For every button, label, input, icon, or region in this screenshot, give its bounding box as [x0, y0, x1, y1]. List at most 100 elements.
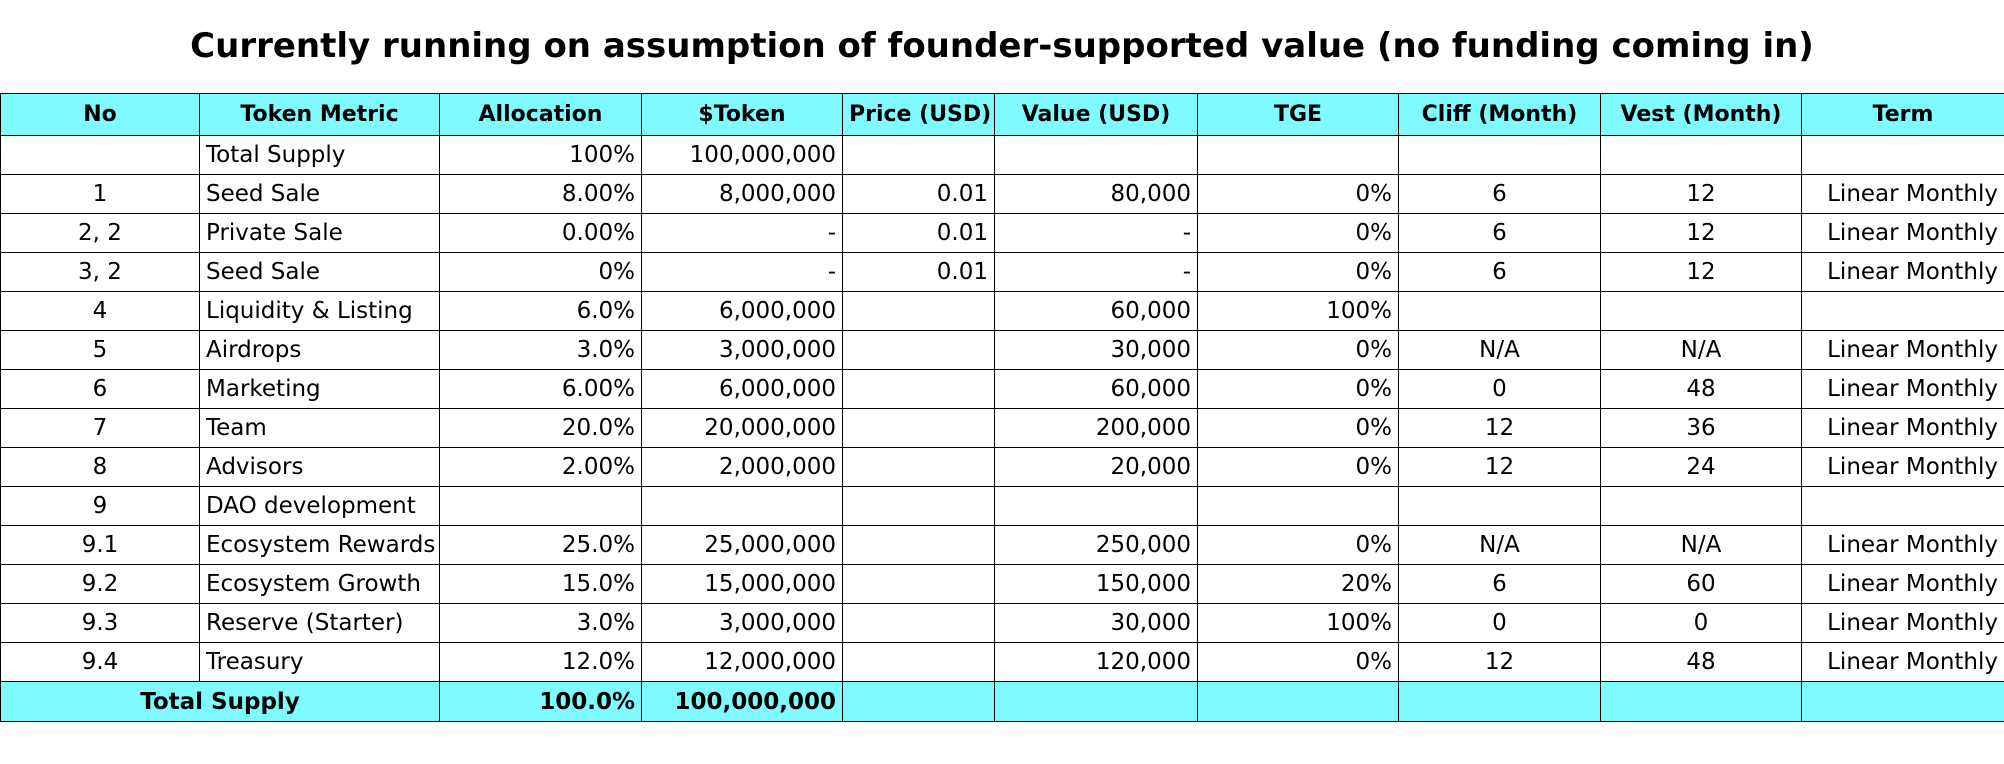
total-row: Total Supply 100.0% 100,000,000 — [0, 681, 2004, 722]
cell-term: Linear Monthly — [1801, 642, 2004, 682]
cell-price — [842, 330, 995, 370]
cell-token — [641, 486, 843, 526]
cell-token: 6,000,000 — [641, 369, 843, 409]
cell-tge: 0% — [1197, 408, 1399, 448]
cell-value: 200,000 — [994, 408, 1198, 448]
cell-no: 2, 2 — [0, 213, 200, 253]
cell-term — [1801, 135, 2004, 175]
cell-value: 60,000 — [994, 291, 1198, 331]
cell-cliff — [1398, 291, 1601, 331]
cell-price — [842, 135, 995, 175]
header-vest: Vest (Month) — [1600, 93, 1802, 136]
cell-no: 3, 2 — [0, 252, 200, 292]
cell-cliff — [1398, 135, 1601, 175]
cell-token-metric: Treasury — [199, 642, 440, 682]
header-token: $Token — [641, 93, 843, 136]
cell-allocation: 25.0% — [439, 525, 642, 565]
cell-term: Linear Monthly — [1801, 330, 2004, 370]
cell-vest — [1600, 486, 1802, 526]
cell-tge: 0% — [1197, 174, 1399, 214]
cell-value: 120,000 — [994, 642, 1198, 682]
cell-price — [842, 486, 995, 526]
cell-no: 4 — [0, 291, 200, 331]
cell-cliff: 6 — [1398, 564, 1601, 604]
cell-term: Linear Monthly — [1801, 174, 2004, 214]
cell-no — [0, 135, 200, 175]
cell-value: 30,000 — [994, 603, 1198, 643]
cell-token-metric: Airdrops — [199, 330, 440, 370]
header-row: No Token Metric Allocation $Token Price … — [0, 93, 2004, 136]
cell-token-metric: Seed Sale — [199, 252, 440, 292]
cell-token: 6,000,000 — [641, 291, 843, 331]
cell-term: Linear Monthly — [1801, 213, 2004, 253]
cell-token-metric: Private Sale — [199, 213, 440, 253]
table-row: 1 Seed Sale 8.00% 8,000,000 0.01 80,000 0% 6 12 L… — [0, 174, 2004, 214]
cell-cliff: N/A — [1398, 330, 1601, 370]
cell-price — [842, 291, 995, 331]
cell-token: 8,000,000 — [641, 174, 843, 214]
cell-term: Linear Monthly — [1801, 525, 2004, 565]
cell-token: - — [641, 252, 843, 292]
cell-tge: 0% — [1197, 369, 1399, 409]
total-vest — [1600, 681, 1802, 722]
cell-allocation: 20.0% — [439, 408, 642, 448]
total-value — [994, 681, 1198, 722]
cell-vest: 36 — [1600, 408, 1802, 448]
total-allocation: 100.0% — [439, 681, 642, 722]
cell-cliff: 6 — [1398, 174, 1601, 214]
cell-price — [842, 369, 995, 409]
cell-value: 60,000 — [994, 369, 1198, 409]
cell-term: Linear Monthly — [1801, 447, 2004, 487]
cell-term: Linear Monthly — [1801, 603, 2004, 643]
cell-allocation: 2.00% — [439, 447, 642, 487]
cell-token: 100,000,000 — [641, 135, 843, 175]
cell-vest: 0 — [1600, 603, 1802, 643]
cell-allocation: 3.0% — [439, 330, 642, 370]
cell-price: 0.01 — [842, 174, 995, 214]
table-row: 9.3 Reserve (Starter) 3.0% 3,000,000 30,000 1… — [0, 603, 2004, 643]
table-row: 6 Marketing 6.00% 6,000,000 60,000 0% 0 48 Linea… — [0, 369, 2004, 409]
cell-token-metric: DAO development — [199, 486, 440, 526]
cell-tge — [1197, 486, 1399, 526]
table-row: 9 DAO development — [0, 486, 2004, 526]
cell-token-metric: Total Supply — [199, 135, 440, 175]
cell-tge: 0% — [1197, 642, 1399, 682]
cell-value: 20,000 — [994, 447, 1198, 487]
cell-price — [842, 408, 995, 448]
cell-price — [842, 447, 995, 487]
page-title: Currently running on assumption of found… — [190, 26, 1814, 66]
cell-price: 0.01 — [842, 213, 995, 253]
cell-price — [842, 603, 995, 643]
cell-token: 3,000,000 — [641, 603, 843, 643]
cell-cliff: N/A — [1398, 525, 1601, 565]
cell-allocation: 100% — [439, 135, 642, 175]
cell-tge: 100% — [1197, 291, 1399, 331]
table-row: 8 Advisors 2.00% 2,000,000 20,000 0% 12 24 Linea… — [0, 447, 2004, 487]
cell-cliff — [1398, 486, 1601, 526]
table-row: 2, 2 Private Sale 0.00% -0.01-0% 6 12 Linear M… — [0, 213, 2004, 253]
cell-allocation — [439, 486, 642, 526]
cell-token: 2,000,000 — [641, 447, 843, 487]
table-row: 9.2 Ecosystem Growth 15.0% 15,000,000 150,00… — [0, 564, 2004, 604]
cell-cliff: 6 — [1398, 213, 1601, 253]
cell-vest: 48 — [1600, 369, 1802, 409]
cell-price: 0.01 — [842, 252, 995, 292]
cell-allocation: 3.0% — [439, 603, 642, 643]
cell-token: 15,000,000 — [641, 564, 843, 604]
cell-vest: N/A — [1600, 525, 1802, 565]
cell-no: 8 — [0, 447, 200, 487]
cell-token-metric: Liquidity & Listing — [199, 291, 440, 331]
cell-no: 9.2 — [0, 564, 200, 604]
cell-token: - — [641, 213, 843, 253]
header-term: Term — [1801, 93, 2004, 136]
cell-token-metric: Seed Sale — [199, 174, 440, 214]
table-row: Total Supply 100% 100,000,000 — [0, 135, 2004, 175]
token-allocation-table: No Token Metric Allocation $Token Price … — [0, 93, 2004, 722]
header-allocation: Allocation — [439, 93, 642, 136]
cell-value — [994, 486, 1198, 526]
cell-allocation: 15.0% — [439, 564, 642, 604]
cell-cliff: 12 — [1398, 447, 1601, 487]
cell-price — [842, 642, 995, 682]
cell-cliff: 12 — [1398, 642, 1601, 682]
cell-vest — [1600, 135, 1802, 175]
